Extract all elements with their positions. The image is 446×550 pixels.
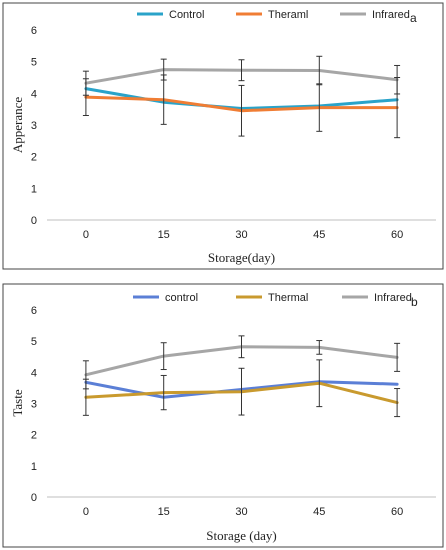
panel-label: a bbox=[410, 11, 417, 25]
y-axis-title: Taste bbox=[10, 389, 25, 416]
y-tick-label: 0 bbox=[31, 215, 37, 227]
y-axis-title: Apperance bbox=[10, 97, 25, 154]
legend-label: Infrared bbox=[374, 292, 412, 304]
x-tick-label: 15 bbox=[158, 229, 170, 241]
y-tick-label: 3 bbox=[31, 399, 37, 411]
y-tick-label: 2 bbox=[31, 430, 37, 442]
legend-label: Thermal bbox=[268, 292, 308, 304]
error-bar bbox=[316, 340, 323, 355]
error-bar bbox=[394, 64, 401, 95]
error-bar bbox=[82, 70, 89, 96]
error-bar bbox=[160, 342, 167, 371]
x-tick-label: 30 bbox=[235, 229, 247, 241]
x-tick-label: 30 bbox=[235, 506, 247, 518]
panel-frame bbox=[2, 283, 444, 548]
legend-entry-control: control bbox=[133, 292, 198, 304]
x-tick-label: 45 bbox=[313, 229, 325, 241]
error-bar bbox=[238, 367, 245, 416]
legend-entry-thermal: Thermal bbox=[236, 292, 308, 304]
y-tick-label: 6 bbox=[31, 25, 37, 37]
y-tick-label: 2 bbox=[31, 152, 37, 164]
x-tick-label: 60 bbox=[391, 506, 403, 518]
y-tick-label: 0 bbox=[31, 492, 37, 504]
panel-frame bbox=[2, 2, 444, 270]
x-axis-title: Storage(day) bbox=[208, 250, 275, 265]
error-bar bbox=[394, 342, 401, 372]
legend-label: Theraml bbox=[268, 9, 308, 21]
error-bar bbox=[238, 335, 245, 359]
y-tick-label: 1 bbox=[31, 461, 37, 473]
legend-entry-theraml: Theraml bbox=[236, 9, 308, 21]
x-axis-title: Storage (day) bbox=[206, 528, 276, 543]
error-bar bbox=[238, 59, 245, 82]
legend-entry-infrared: Infrared bbox=[340, 9, 410, 21]
panel-label: b bbox=[411, 295, 418, 309]
error-bar bbox=[238, 84, 245, 137]
y-tick-label: 5 bbox=[31, 336, 37, 348]
y-tick-label: 1 bbox=[31, 183, 37, 195]
x-tick-label: 0 bbox=[83, 506, 89, 518]
error-bar bbox=[160, 374, 167, 411]
x-tick-label: 45 bbox=[313, 506, 325, 518]
y-tick-label: 4 bbox=[31, 88, 37, 100]
y-tick-label: 5 bbox=[31, 57, 37, 69]
x-tick-label: 0 bbox=[83, 229, 89, 241]
legend-label: Control bbox=[169, 9, 204, 21]
error-bar bbox=[316, 359, 323, 408]
legend-entry-control: Control bbox=[137, 9, 204, 21]
y-tick-label: 6 bbox=[31, 305, 37, 317]
legend-entry-infrared: Infrared bbox=[342, 292, 412, 304]
legend-label: control bbox=[165, 292, 198, 304]
legend-label: Infrared bbox=[372, 9, 410, 21]
y-tick-label: 4 bbox=[31, 367, 37, 379]
y-tick-label: 3 bbox=[31, 120, 37, 132]
x-tick-label: 15 bbox=[158, 506, 170, 518]
error-bar bbox=[316, 55, 323, 86]
error-bar bbox=[160, 58, 167, 81]
error-bar bbox=[82, 360, 89, 390]
error-bar bbox=[394, 388, 401, 418]
x-tick-label: 60 bbox=[391, 229, 403, 241]
